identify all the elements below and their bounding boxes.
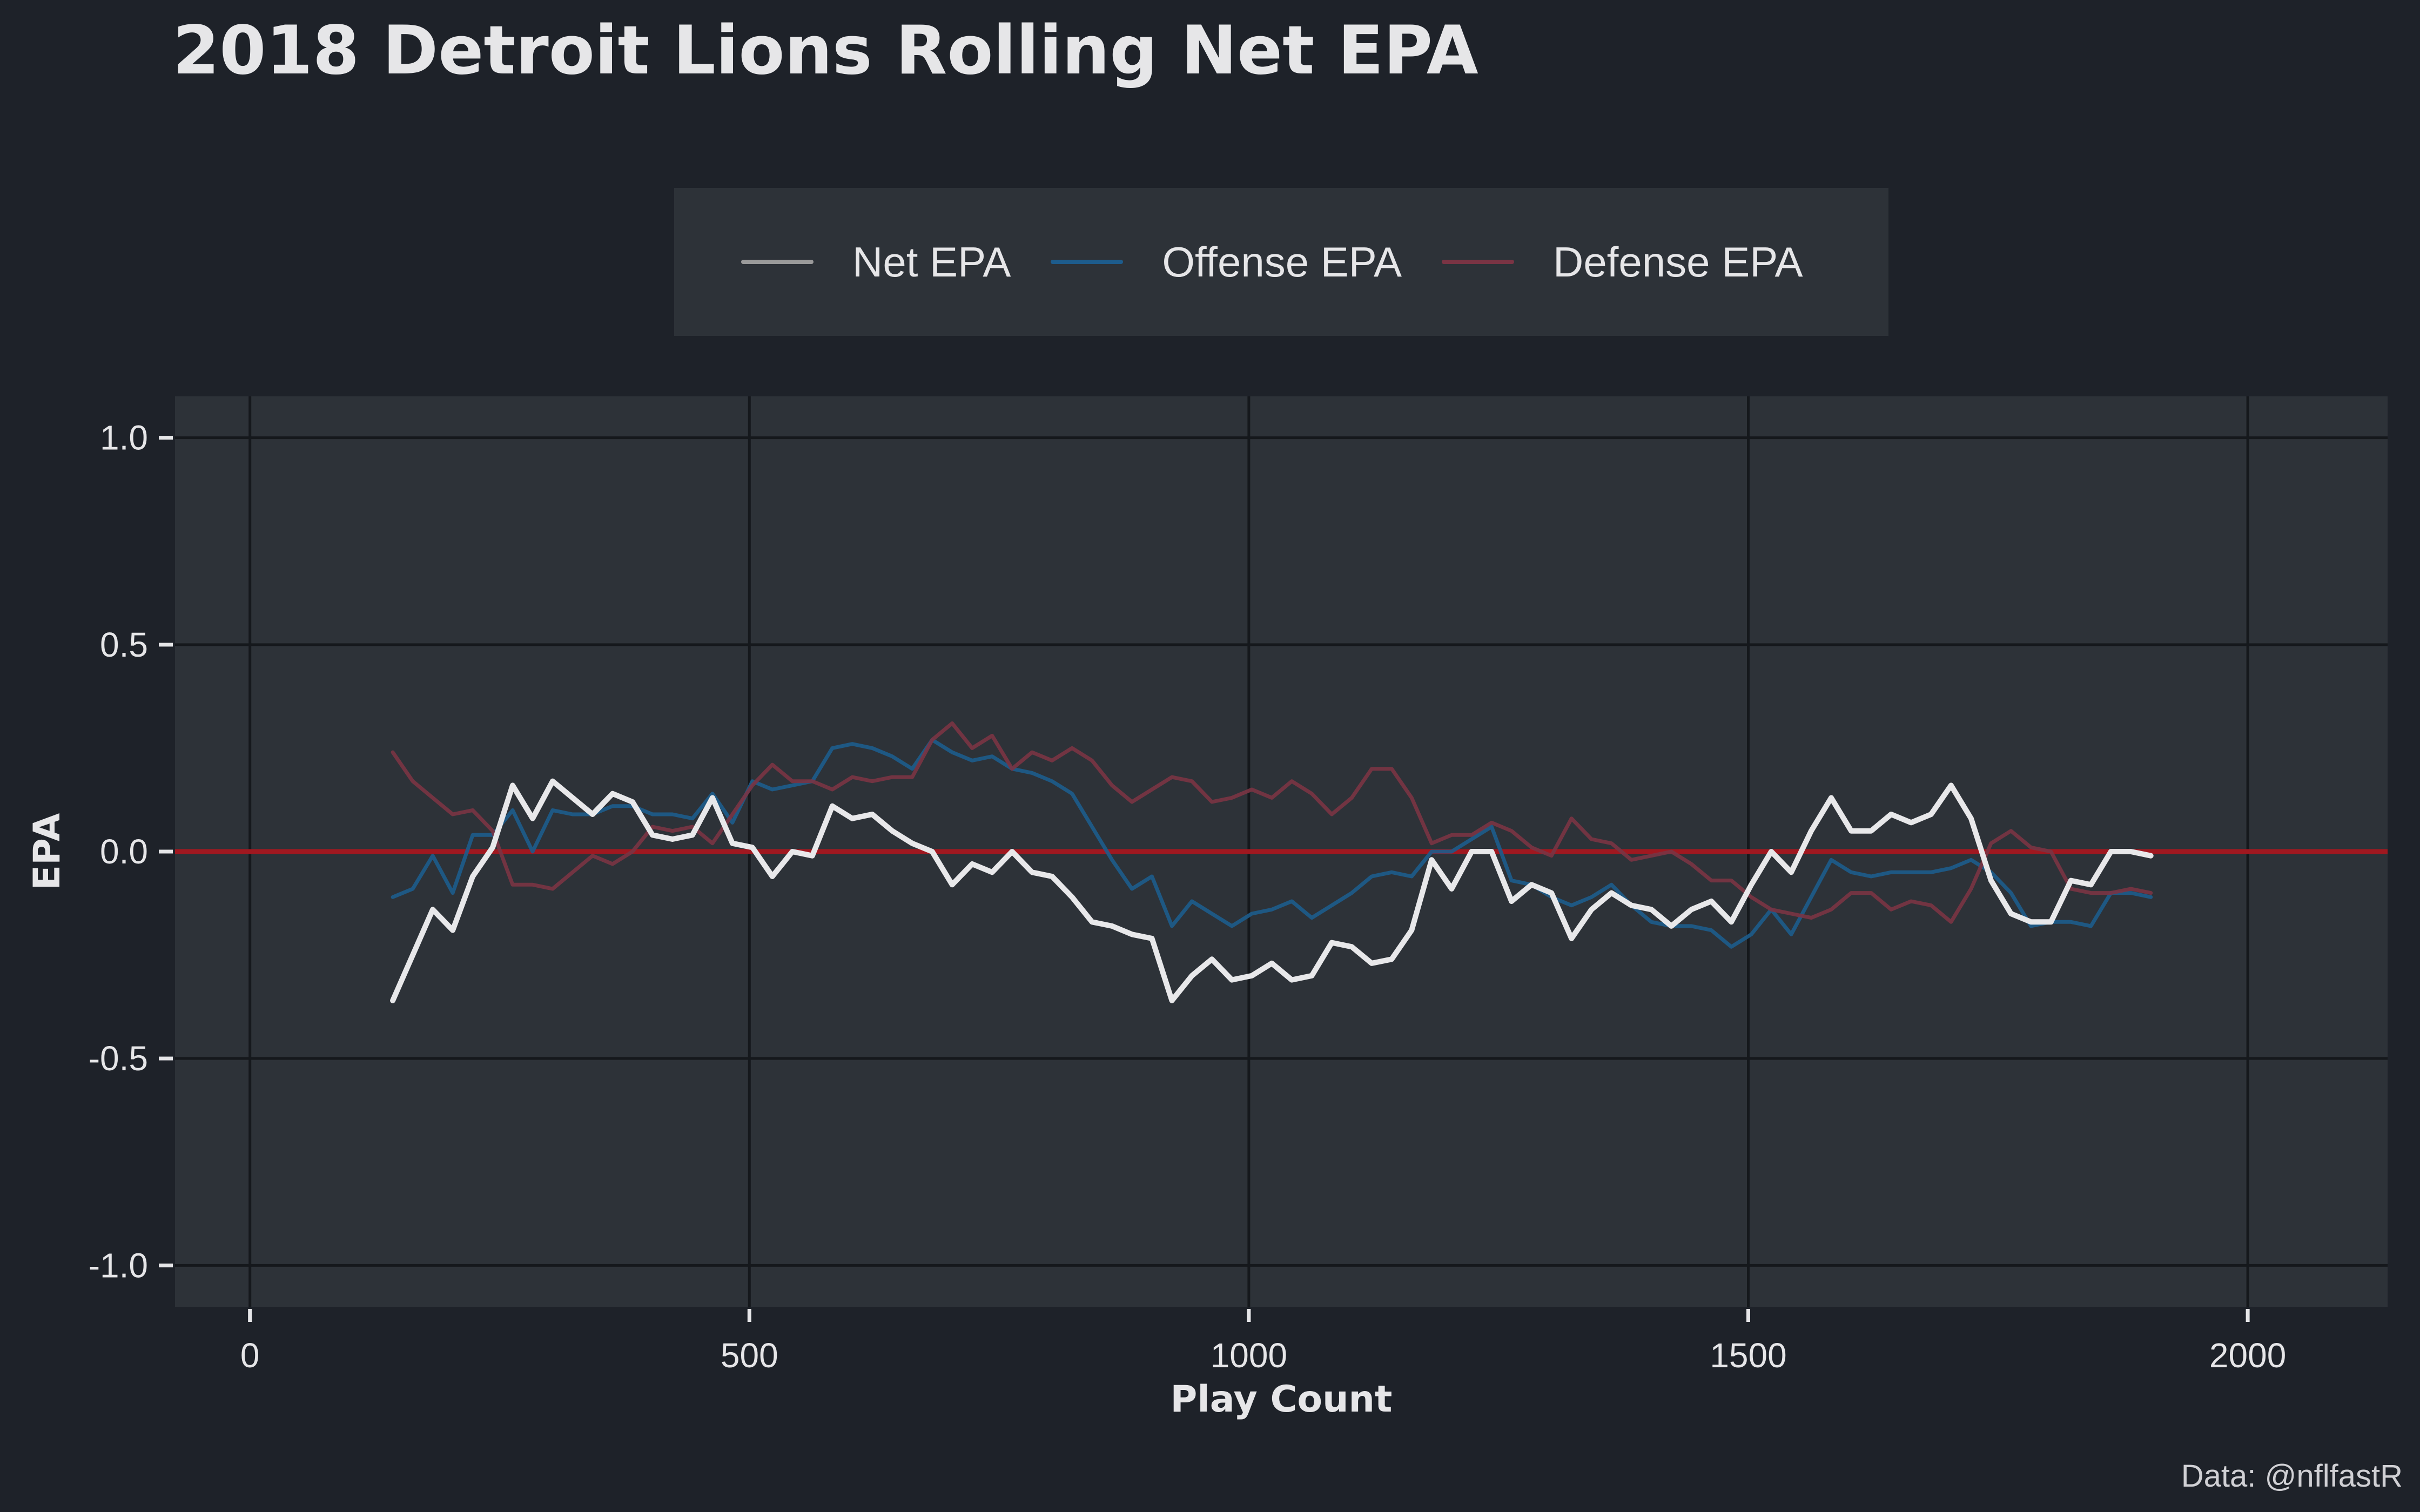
legend-item-net: Net EPA: [741, 238, 1011, 287]
net-epa-line: [390, 778, 2154, 1003]
y-tick-label-3: -0.5: [89, 1039, 148, 1078]
y-tick-label-0: 1.0: [100, 418, 148, 457]
x-tick-label-1500: 1500: [1710, 1336, 1786, 1375]
legend-label-offense: Offense EPA: [1162, 238, 1402, 286]
data-source-caption: Data: @nflfastR: [2181, 1459, 2403, 1494]
legend-label-defense: Defense EPA: [1553, 238, 1803, 286]
legend-key-defense: [1442, 260, 1515, 264]
defense-epa-line: [391, 721, 2153, 924]
chart-title: 2018 Detroit Lions Rolling Net EPA: [173, 12, 1478, 90]
x-tick-label-500: 500: [721, 1336, 778, 1375]
y-tick-label-2: 0.0: [100, 832, 148, 871]
series-group: [390, 721, 2154, 1003]
x-tick-label-0: 0: [240, 1336, 260, 1375]
legend-label-net: Net EPA: [852, 238, 1011, 286]
y-axis-label: EPA: [26, 813, 69, 890]
x-tick-label-1000: 1000: [1211, 1336, 1287, 1375]
legend-key-offense: [1051, 260, 1124, 264]
x-axis-label: Play Count: [1171, 1378, 1393, 1421]
legend-key-net: [741, 260, 814, 264]
offense-epa-line: [391, 738, 2153, 949]
legend-item-defense: Defense EPA: [1442, 238, 1803, 287]
y-tick-label-1: 0.5: [100, 625, 148, 664]
axes: 0 500 1000 1500 2000 1.0 0.5 0.0 -0.5 -1.0: [89, 418, 2287, 1375]
y-tick-label-4: -1.0: [89, 1246, 148, 1285]
legend-item-offense: Offense EPA: [1051, 238, 1402, 287]
x-tick-label-2000: 2000: [2209, 1336, 2286, 1375]
legend: Net EPA Offense EPA Defense EPA: [674, 188, 1888, 336]
